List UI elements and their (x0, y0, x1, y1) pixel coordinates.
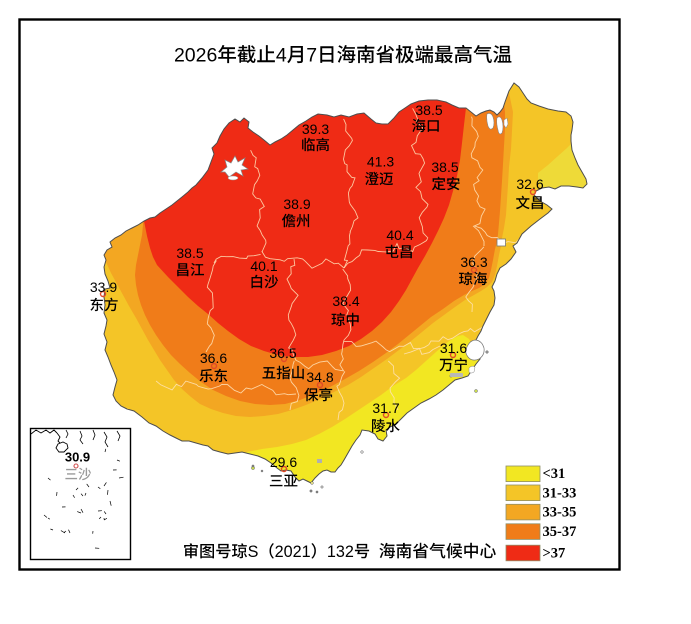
svg-text:36.6: 36.6 (200, 350, 227, 366)
svg-text:34.8: 34.8 (306, 369, 333, 385)
svg-text:36.3: 36.3 (460, 254, 487, 270)
svg-text:40.1: 40.1 (250, 258, 277, 274)
svg-text:>37: >37 (543, 546, 566, 562)
svg-text:2026: 2026 (174, 45, 217, 67)
svg-text:41.3: 41.3 (367, 154, 394, 170)
svg-text:<31: <31 (543, 466, 566, 482)
svg-text:38.9: 38.9 (283, 196, 310, 212)
svg-text:40.4: 40.4 (386, 227, 413, 243)
svg-text:132: 132 (327, 543, 354, 561)
svg-text:38.5: 38.5 (431, 159, 458, 175)
svg-text:7: 7 (306, 45, 317, 67)
svg-text:38.4: 38.4 (332, 293, 359, 309)
svg-text:S: S (248, 543, 259, 561)
svg-text:4: 4 (276, 45, 287, 67)
svg-text:29.6: 29.6 (270, 454, 297, 470)
svg-text:38.5: 38.5 (176, 245, 203, 261)
svg-text:38.5: 38.5 (415, 102, 442, 118)
svg-text:33.9: 33.9 (90, 279, 117, 295)
svg-text:39.3: 39.3 (302, 121, 329, 137)
svg-text:36.5: 36.5 (269, 345, 296, 361)
svg-text:30.9: 30.9 (65, 450, 90, 465)
svg-text:2021: 2021 (275, 543, 311, 561)
svg-text:33-35: 33-35 (543, 505, 577, 521)
svg-text:31.6: 31.6 (440, 340, 467, 356)
svg-text:32.6: 32.6 (516, 176, 543, 192)
svg-text:31.7: 31.7 (372, 400, 399, 416)
svg-text:31-33: 31-33 (543, 485, 577, 501)
svg-text:35-37: 35-37 (543, 524, 577, 540)
